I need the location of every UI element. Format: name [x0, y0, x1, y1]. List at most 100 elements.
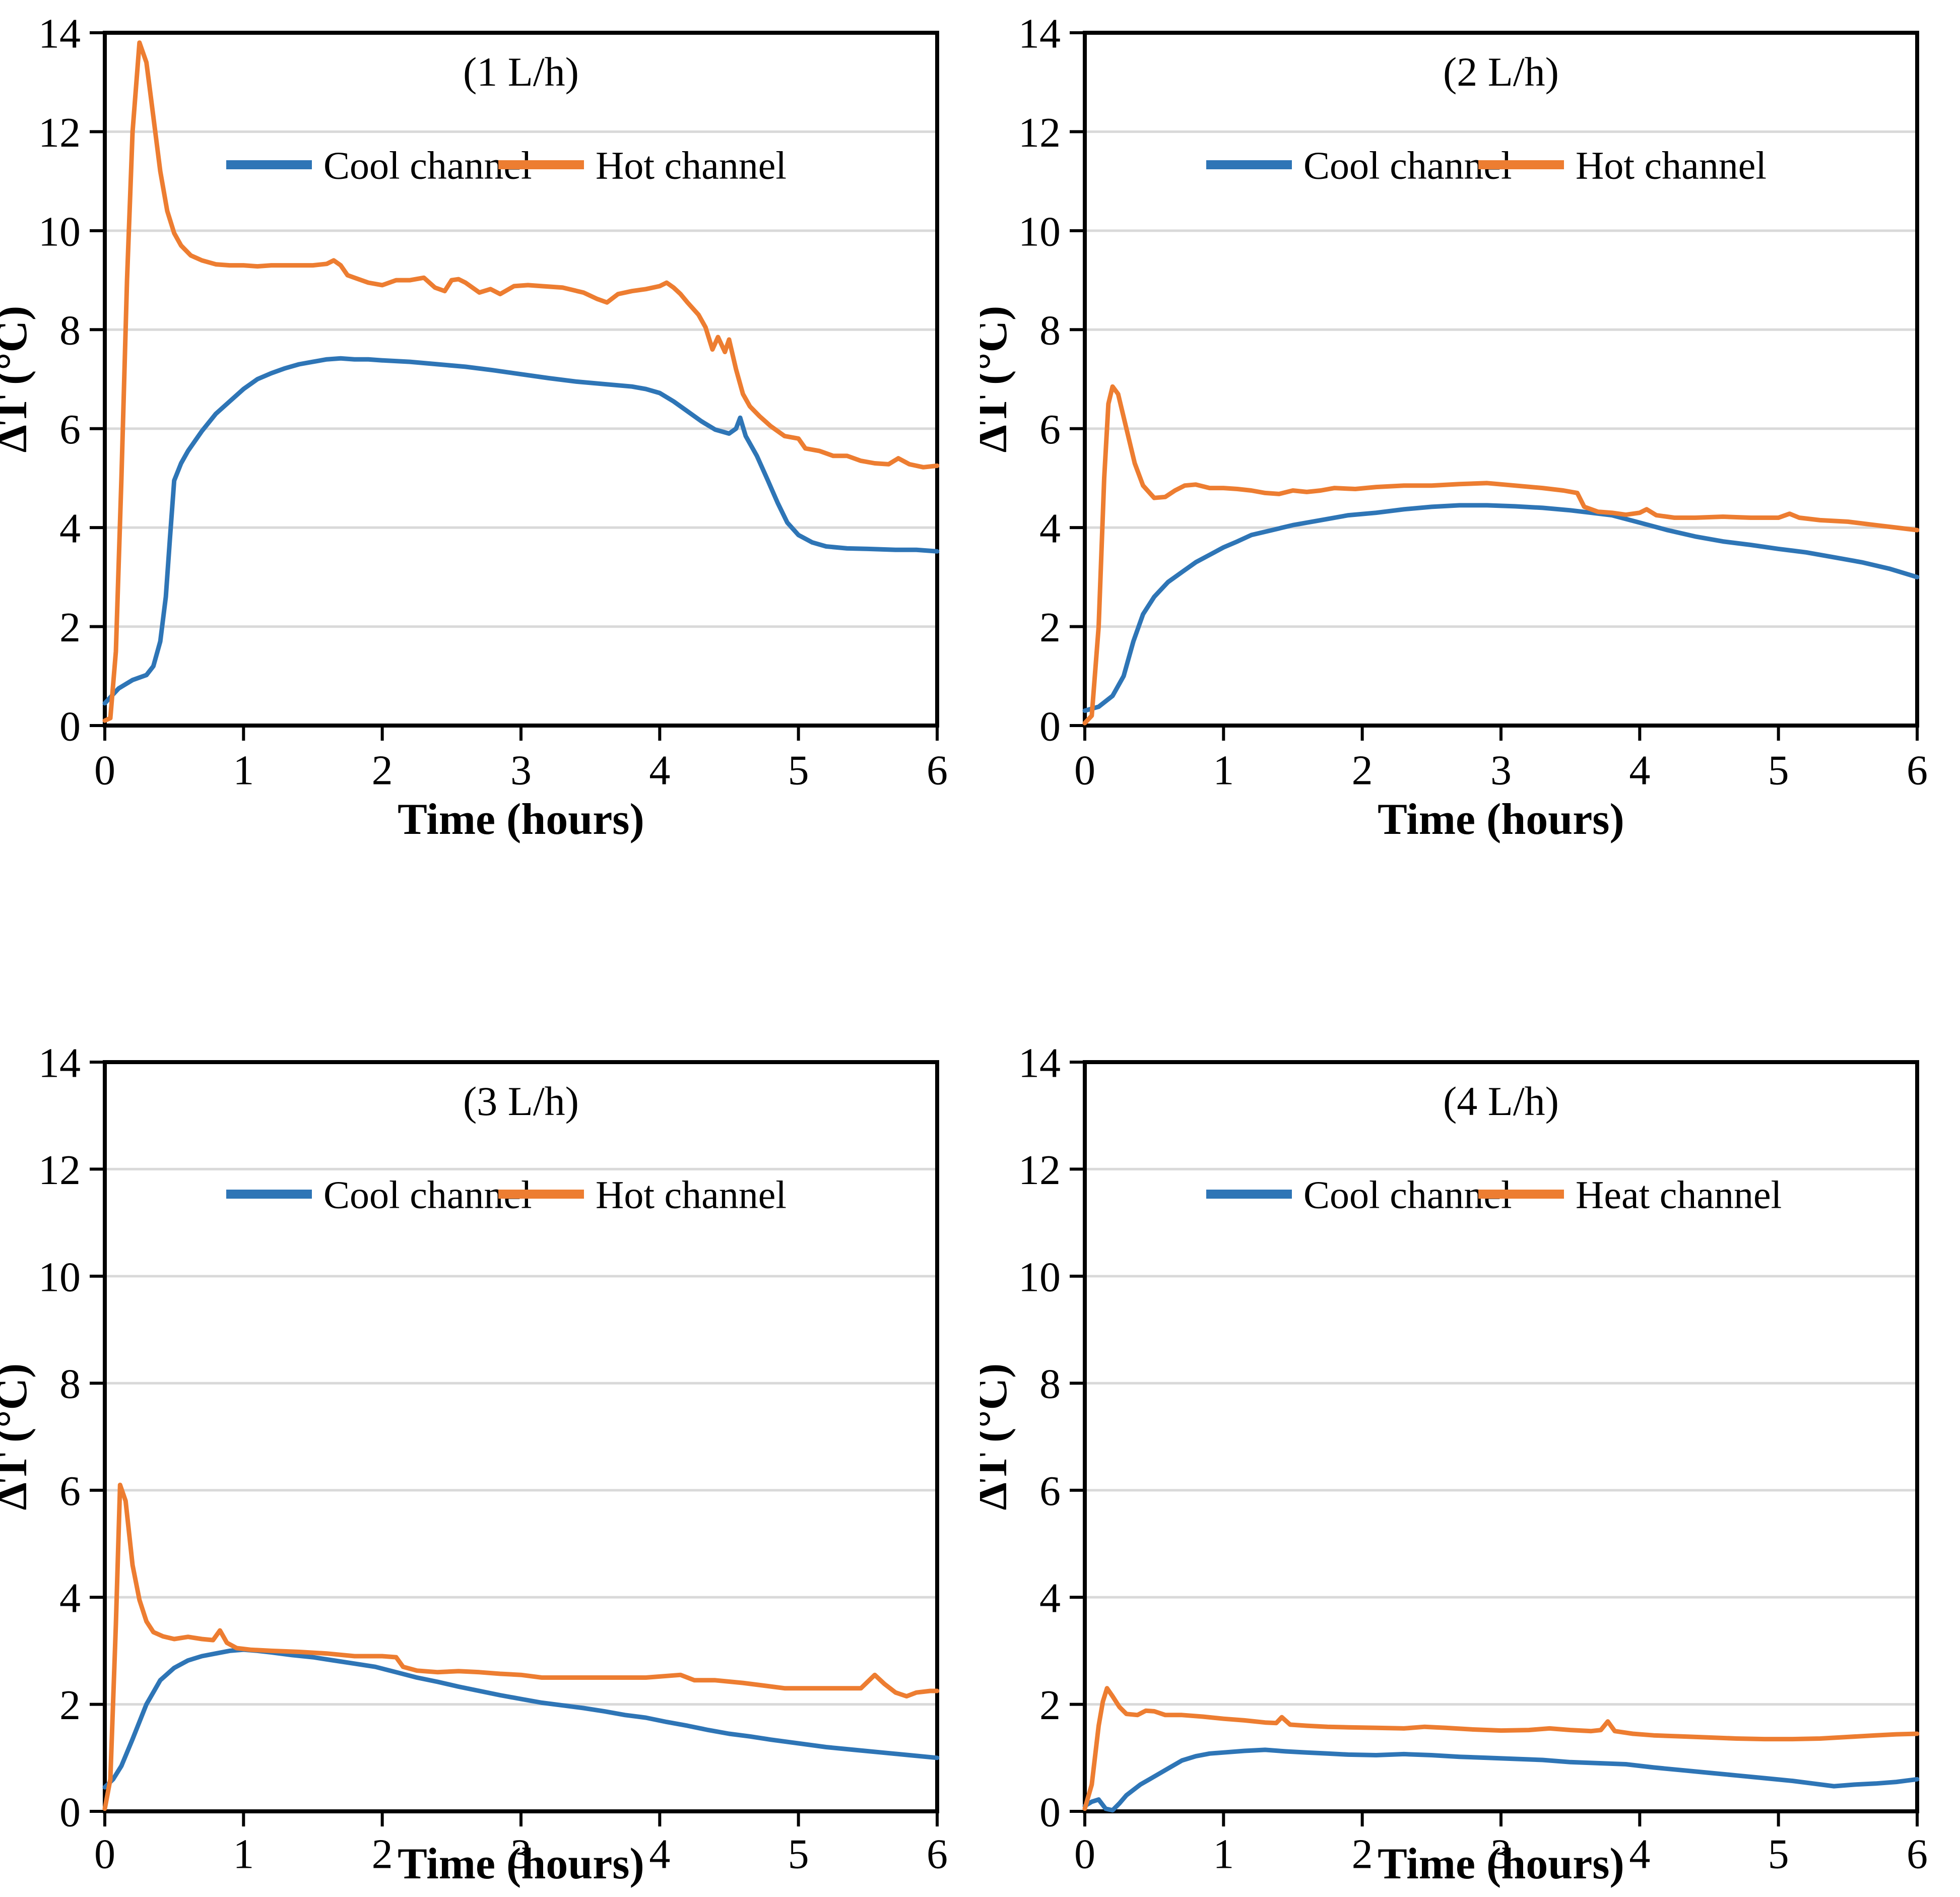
y-axis-title: ΔT (°C)	[0, 306, 36, 453]
x-tick-label: 4	[1629, 747, 1650, 794]
legend-label: Hot channel	[596, 1172, 787, 1216]
legend-label: Cool channel	[323, 1172, 532, 1216]
x-tick-label: 1	[233, 747, 254, 794]
chart-title: (4 L/h)	[1443, 1078, 1559, 1124]
x-tick-label: 3	[1490, 1830, 1512, 1877]
x-tick-label: 1	[1213, 747, 1234, 794]
legend-label: Cool channel	[1303, 143, 1512, 187]
y-tick-label: 2	[1039, 604, 1061, 651]
y-tick-label: 0	[59, 703, 81, 750]
legend-swatch-cool	[1206, 1190, 1292, 1199]
y-tick-label: 10	[38, 1254, 81, 1300]
x-axis-title: Time (hours)	[1378, 1840, 1624, 1888]
x-tick-label: 3	[1490, 747, 1512, 794]
x-axis-title: Time (hours)	[398, 1840, 644, 1888]
plot-border	[1083, 31, 1919, 728]
y-axis-title: ΔT (°C)	[0, 1363, 36, 1511]
legend-swatch-hot	[498, 160, 584, 169]
y-tick-label: 0	[59, 1789, 81, 1836]
x-tick-label: 1	[233, 1830, 254, 1877]
y-tick-label: 2	[59, 1682, 81, 1729]
x-tick-label: 5	[1768, 1830, 1789, 1877]
x-tick-label: 4	[1629, 1830, 1650, 1877]
x-tick-label: 2	[372, 1830, 393, 1877]
series-line-hot	[102, 40, 940, 723]
legend-label: Cool channel	[323, 143, 532, 187]
series-line-cool	[102, 1647, 940, 1790]
y-tick-label: 14	[38, 10, 81, 57]
x-axis-title: Time (hours)	[398, 795, 644, 844]
x-tick-label: 1	[1213, 1830, 1234, 1877]
x-tick-label: 5	[788, 747, 809, 794]
y-tick-label: 6	[1039, 406, 1061, 453]
y-tick-label: 14	[1018, 1039, 1061, 1086]
x-axis-title: Time (hours)	[1378, 795, 1624, 844]
chart-panel-3lh: 0 2 4 6 8 10 12 14 0 1 2 3 4 5 6 (3 L/h) Time (hours) ΔT …	[0, 947, 980, 1897]
y-tick-label: 8	[1039, 1361, 1061, 1408]
y-tick-label: 12	[38, 1147, 81, 1194]
x-tick-label: 5	[788, 1830, 809, 1877]
legend-swatch-hot	[1478, 160, 1564, 169]
x-tick-label: 6	[1907, 1830, 1928, 1877]
y-tick-label: 0	[1039, 1789, 1061, 1836]
y-tick-label: 12	[38, 109, 81, 156]
y-tick-label: 4	[1039, 1575, 1061, 1622]
y-tick-label: 2	[59, 604, 81, 651]
chart-title: (1 L/h)	[463, 49, 579, 95]
y-tick-label: 6	[59, 406, 81, 453]
legend-label: Hot channel	[596, 143, 787, 187]
y-tick-label: 12	[1018, 109, 1061, 156]
y-tick-label: 10	[1018, 208, 1061, 255]
legend-swatch-hot	[1478, 1190, 1564, 1199]
y-tick-label: 14	[38, 1039, 81, 1086]
y-tick-label: 4	[1039, 505, 1061, 552]
chart-panel-2lh: 0 2 4 6 8 10 12 14 0 1 2 3 4 5 6 (2 L/h) Time (hours) ΔT …	[980, 0, 1960, 947]
x-tick-label: 6	[927, 1830, 948, 1877]
x-tick-label: 2	[1352, 747, 1373, 794]
x-tick-label: 0	[1074, 747, 1095, 794]
legend-swatch-cool	[226, 160, 312, 169]
x-tick-label: 0	[94, 747, 115, 794]
series-line-cool	[1082, 1747, 1920, 1813]
x-tick-label: 2	[1352, 1830, 1373, 1877]
x-tick-label: 0	[1074, 1830, 1095, 1877]
y-tick-label: 8	[59, 1361, 81, 1408]
x-tick-label: 2	[372, 747, 393, 794]
y-axis-title: ΔT (°C)	[980, 1363, 1016, 1511]
x-tick-label: 0	[94, 1830, 115, 1877]
y-tick-label: 6	[59, 1468, 81, 1515]
y-tick-label: 0	[1039, 703, 1061, 750]
chart-title: (2 L/h)	[1443, 49, 1559, 95]
series-line-hot	[1082, 384, 1920, 726]
plot-border	[103, 31, 939, 728]
series-line-cool	[102, 356, 940, 706]
chart-title: (3 L/h)	[463, 1078, 579, 1124]
y-tick-label: 8	[59, 307, 81, 354]
x-tick-label: 5	[1768, 747, 1789, 794]
x-tick-label: 6	[1907, 747, 1928, 794]
legend-swatch-hot	[498, 1190, 584, 1199]
y-tick-label: 10	[1018, 1254, 1061, 1300]
x-tick-label: 4	[649, 747, 670, 794]
x-tick-label: 6	[927, 747, 948, 794]
chart-panel-1lh: 0 2 4 6 8 10 12 14 0 1 2 3 4 5 6 (1 L/h) Time (hours) ΔT …	[0, 0, 980, 947]
y-tick-label: 14	[1018, 10, 1061, 57]
series-line-cool	[1082, 503, 1920, 713]
y-tick-label: 4	[59, 505, 81, 552]
legend-swatch-cool	[1206, 160, 1292, 169]
legend-label: Cool channel	[1303, 1172, 1512, 1216]
y-tick-label: 8	[1039, 307, 1061, 354]
y-tick-label: 12	[1018, 1147, 1061, 1194]
legend-label: Heat channel	[1576, 1172, 1782, 1216]
y-tick-label: 10	[38, 208, 81, 255]
x-tick-label: 4	[649, 1830, 670, 1877]
series-line-hot	[102, 1482, 940, 1811]
x-tick-label: 3	[510, 1830, 532, 1877]
series-line-hot	[1082, 1686, 1920, 1811]
legend-swatch-cool	[226, 1190, 312, 1199]
y-tick-label: 4	[59, 1575, 81, 1622]
